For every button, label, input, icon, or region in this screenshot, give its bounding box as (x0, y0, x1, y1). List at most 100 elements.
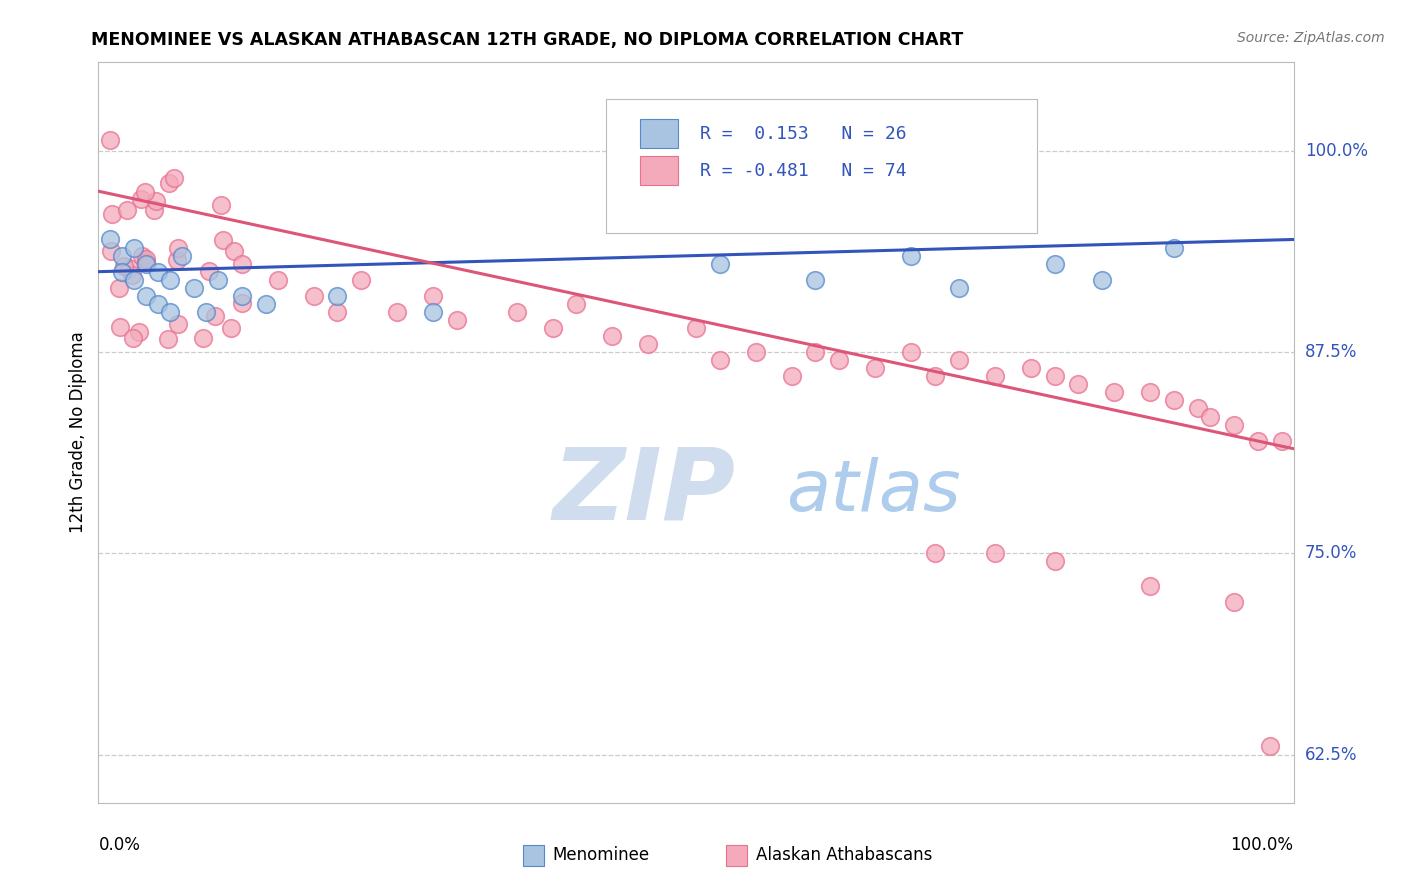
Point (191, 331, 214, 345)
Point (1043, 554, 1066, 568)
Point (602, 329, 624, 343)
Point (1258, 739, 1281, 754)
Point (709, 353, 731, 368)
Point (446, 313, 468, 327)
Point (302, 289, 325, 303)
Text: 100.0%: 100.0% (1305, 142, 1368, 160)
Text: atlas: atlas (786, 458, 960, 526)
Point (143, 202, 166, 217)
Point (118, 260, 141, 275)
Point (183, 281, 205, 295)
Point (108, 320, 131, 334)
Bar (640, 120, 678, 147)
Point (565, 297, 588, 311)
Point (984, 546, 1007, 560)
Point (122, 331, 145, 345)
Point (231, 289, 253, 303)
Point (1199, 409, 1222, 424)
Point (865, 361, 887, 376)
Point (422, 305, 444, 319)
FancyBboxPatch shape (606, 99, 1036, 233)
Point (422, 289, 444, 303)
Point (685, 321, 707, 335)
Point (157, 332, 180, 346)
Point (167, 317, 190, 331)
Point (326, 305, 349, 319)
Point (804, 273, 827, 287)
Point (98, 133, 121, 147)
Point (385, 305, 409, 319)
Bar (725, 845, 748, 866)
Point (1043, 369, 1066, 384)
Point (224, 244, 246, 259)
Point (984, 369, 1007, 384)
Point (172, 249, 194, 263)
Point (828, 353, 851, 368)
Bar (640, 156, 678, 185)
Point (128, 325, 150, 339)
Point (924, 546, 946, 560)
Point (148, 265, 170, 279)
Point (1247, 434, 1270, 448)
Point (745, 345, 768, 359)
Point (231, 257, 253, 271)
Point (1163, 393, 1185, 408)
Point (148, 297, 170, 311)
Text: 87.5%: 87.5% (1305, 343, 1357, 361)
Point (204, 310, 226, 324)
Point (637, 337, 659, 351)
Point (98, 232, 122, 246)
Point (948, 281, 970, 295)
Point (195, 305, 218, 319)
Point (212, 233, 235, 247)
Point (1223, 417, 1246, 432)
Point (541, 321, 564, 335)
Point (1223, 594, 1246, 608)
Point (1104, 385, 1126, 400)
Point (350, 273, 373, 287)
Text: Alaskan Athabascans: Alaskan Athabascans (756, 847, 932, 864)
Point (1043, 257, 1066, 271)
Text: Menominee: Menominee (553, 847, 650, 864)
Point (209, 198, 232, 212)
Point (804, 345, 827, 359)
Point (1091, 273, 1114, 287)
Point (1139, 385, 1161, 400)
Text: ZIP: ZIP (553, 443, 735, 541)
Point (924, 369, 946, 384)
Point (135, 252, 157, 266)
Point (124, 240, 146, 255)
Text: 62.5%: 62.5% (1305, 746, 1357, 764)
Text: 75.0%: 75.0% (1305, 544, 1357, 562)
Point (948, 353, 970, 368)
Point (1271, 434, 1294, 448)
Point (101, 207, 124, 221)
Point (1139, 578, 1161, 592)
Point (900, 345, 922, 359)
Point (1019, 361, 1042, 376)
Point (108, 281, 131, 295)
Point (159, 273, 181, 287)
Point (111, 265, 134, 279)
Text: 0.0%: 0.0% (98, 836, 141, 855)
Point (267, 273, 290, 287)
Point (145, 194, 167, 208)
Point (131, 249, 153, 263)
Point (1163, 240, 1185, 255)
Point (219, 320, 242, 334)
Point (254, 297, 277, 311)
Point (135, 257, 157, 271)
Text: MENOMINEE VS ALASKAN ATHABASCAN 12TH GRADE, NO DIPLOMA CORRELATION CHART: MENOMINEE VS ALASKAN ATHABASCAN 12TH GRA… (91, 31, 963, 49)
Point (124, 273, 146, 287)
Text: Source: ZipAtlas.com: Source: ZipAtlas.com (1237, 31, 1385, 45)
Point (1067, 377, 1090, 392)
Point (117, 203, 139, 218)
Text: R =  0.153   N = 26: R = 0.153 N = 26 (700, 125, 907, 143)
Point (135, 255, 157, 269)
Point (129, 192, 152, 206)
Point (1271, 836, 1294, 850)
Point (231, 296, 253, 310)
Point (121, 268, 143, 282)
Point (159, 305, 181, 319)
Point (166, 252, 188, 267)
